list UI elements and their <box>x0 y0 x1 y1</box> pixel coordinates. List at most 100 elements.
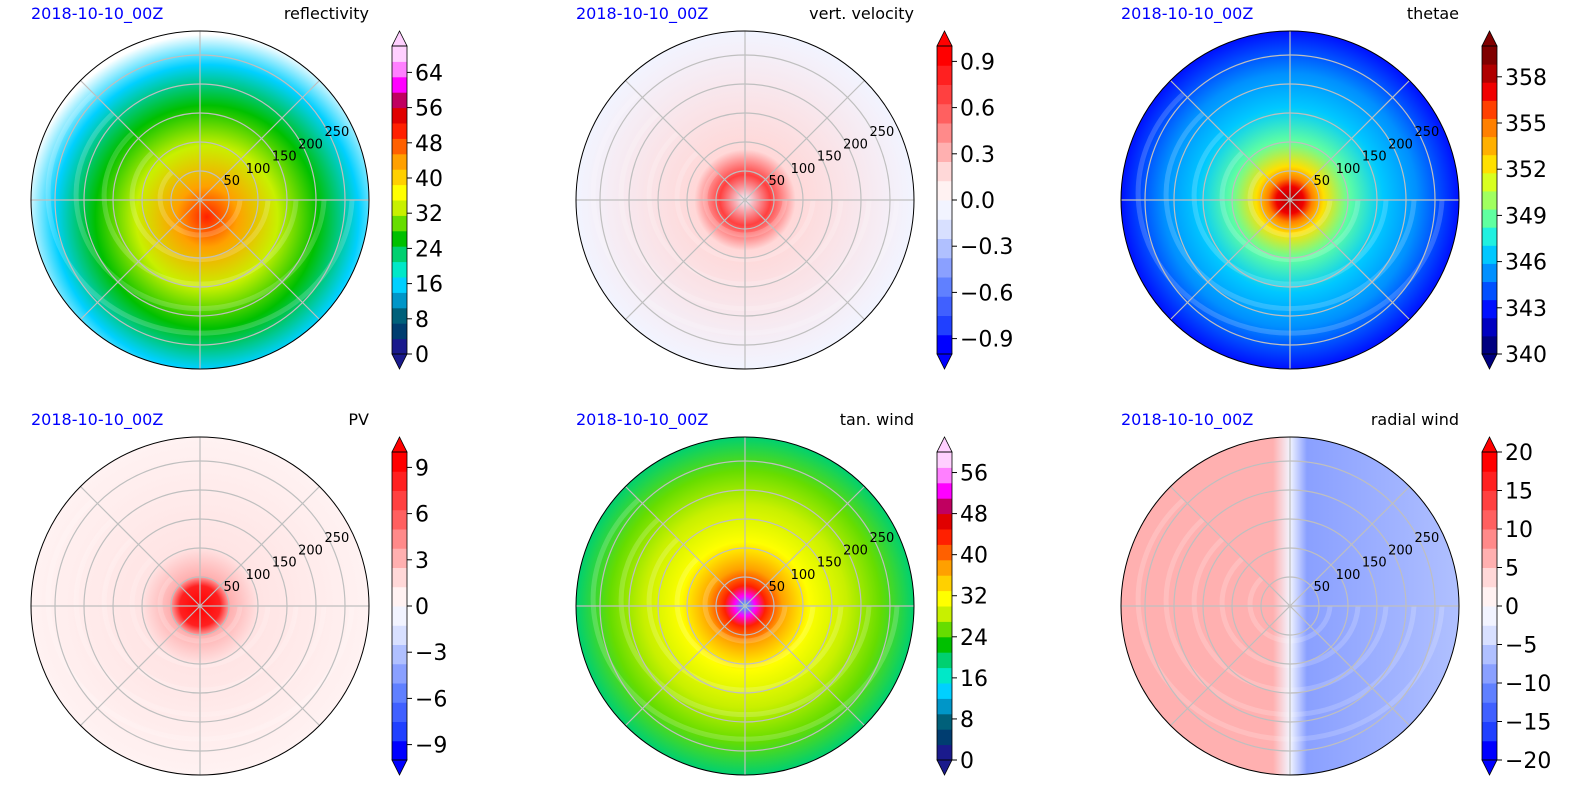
colorbar-segment <box>1482 317 1497 337</box>
colorbar-segment <box>937 200 952 220</box>
colorbar-segment <box>1482 625 1497 645</box>
radial-tick-label: 50 <box>1313 174 1330 189</box>
colorbar-segment <box>392 261 407 278</box>
colorbar-tick-label: −9 <box>415 734 447 759</box>
radial-tick-label: 100 <box>791 162 816 177</box>
spiral-band <box>45 497 355 742</box>
colorbar-segment <box>392 92 407 109</box>
radial-tick-label: 200 <box>1388 543 1413 558</box>
spiral-band <box>45 91 355 336</box>
colorbar-extend-max <box>391 30 408 47</box>
colorbar-segment <box>392 123 407 139</box>
colorbar-tick-label: 3 <box>415 549 429 574</box>
colorbar-segment <box>392 46 407 62</box>
polar-boundary <box>1120 30 1460 370</box>
colorbar-tick-label: 24 <box>960 626 988 651</box>
azimuth-spoke <box>80 486 201 607</box>
colorbar-segment <box>392 153 407 170</box>
radial-tick-label: 150 <box>1362 150 1387 165</box>
radial-tick-label: 50 <box>768 580 785 595</box>
colorbar-segment <box>937 529 952 545</box>
colorbar-segment <box>392 683 407 703</box>
colorbar-tick-label: 32 <box>415 202 443 227</box>
colorbar-tick-label: 32 <box>960 585 988 610</box>
colorbar-tick-label: 0 <box>1505 595 1519 620</box>
spiral-band <box>1247 170 1333 238</box>
spiral-band <box>101 130 299 287</box>
radial-tick-label: 150 <box>817 556 842 571</box>
colorbar-segment <box>937 621 952 638</box>
colorbar-segment <box>392 721 407 742</box>
colorbar: −0.9 −0.6 −0.3 0.0 0.3 0.6 0.9 <box>936 30 1013 370</box>
colorbar-segment <box>937 46 952 66</box>
colorbar-segment <box>937 482 952 499</box>
azimuth-spoke <box>199 80 320 201</box>
colorbar-segment <box>1482 663 1497 684</box>
spiral-band <box>702 170 788 238</box>
polar-boundary <box>575 30 915 370</box>
polar-boundary <box>575 436 915 776</box>
radial-tick-label: 250 <box>324 125 349 140</box>
azimuth-spoke <box>744 605 865 726</box>
panel-date: 2018-10-10_00Z <box>576 410 708 430</box>
colorbar-tick-label: −3 <box>415 641 447 666</box>
colorbar-tick-label: 352 <box>1505 158 1547 183</box>
radial-tick-label: 200 <box>843 137 868 152</box>
colorbar-segment <box>1482 702 1497 722</box>
panel-date: 2018-10-10_00Z <box>1121 4 1253 24</box>
colorbar-segment <box>1482 46 1497 65</box>
azimuth-spoke <box>199 199 320 320</box>
colorbar-segment <box>1482 567 1497 588</box>
colorbar: −20 −15 −10 −5 0 5 10 15 20 <box>1481 436 1551 776</box>
radial-tick-label: 200 <box>843 543 868 558</box>
radial-tick-label: 150 <box>817 150 842 165</box>
colorbar-tick-label: −5 <box>1505 634 1537 659</box>
colorbar-segment <box>937 698 952 715</box>
radial-tick-label: 200 <box>1388 137 1413 152</box>
spiral-band <box>1191 130 1389 287</box>
azimuth-spoke <box>199 486 320 607</box>
spiral-band <box>702 576 788 644</box>
colorbar-tick-label: −0.6 <box>960 281 1013 306</box>
colorbar-segment <box>937 103 952 124</box>
radial-tick-label: 250 <box>869 125 894 140</box>
colorbar-segment <box>937 219 952 239</box>
colorbar-segment <box>937 123 952 143</box>
azimuth-spoke <box>744 80 865 201</box>
colorbar-extend-max <box>391 436 408 453</box>
panel-variable-title: tan. wind <box>840 410 914 429</box>
colorbar-segment <box>1482 281 1497 301</box>
colorbar-segment <box>937 142 952 162</box>
spiral-band <box>73 111 327 312</box>
radial-tick-label: 150 <box>272 150 297 165</box>
colorbar-segment <box>937 544 952 561</box>
colorbar-segment <box>392 138 407 155</box>
colorbar-segment <box>937 636 952 653</box>
radial-tick-label: 250 <box>1414 531 1439 546</box>
azimuth-spoke <box>1289 605 1410 726</box>
radial-tick-label: 150 <box>1362 556 1387 571</box>
colorbar-segment <box>937 452 952 468</box>
colorbar-segment <box>392 586 407 607</box>
colorbar-segment <box>392 169 407 186</box>
colorbar-tick-label: 56 <box>960 462 988 487</box>
colorbar-segment <box>392 215 407 232</box>
spiral-band <box>1191 536 1389 693</box>
colorbar-tick-label: 6 <box>415 503 429 528</box>
colorbar-segment <box>937 606 952 622</box>
azimuth-spoke <box>744 486 865 607</box>
colorbar-tick-label: 16 <box>415 273 443 298</box>
colorbar-segment <box>1482 644 1497 665</box>
colorbar-tick-label: 5 <box>1505 557 1519 582</box>
colorbar-tick-label: 40 <box>960 544 988 569</box>
colorbar-segment <box>1482 263 1497 283</box>
colorbar-segment <box>937 513 952 530</box>
azimuth-spoke <box>199 605 320 726</box>
colorbar-tick-label: 10 <box>1505 518 1533 543</box>
panel-date: 2018-10-10_00Z <box>1121 410 1253 430</box>
colorbar-tick-label: −6 <box>415 687 447 712</box>
colorbar-segment <box>1482 245 1497 264</box>
colorbar-segment <box>937 65 952 85</box>
